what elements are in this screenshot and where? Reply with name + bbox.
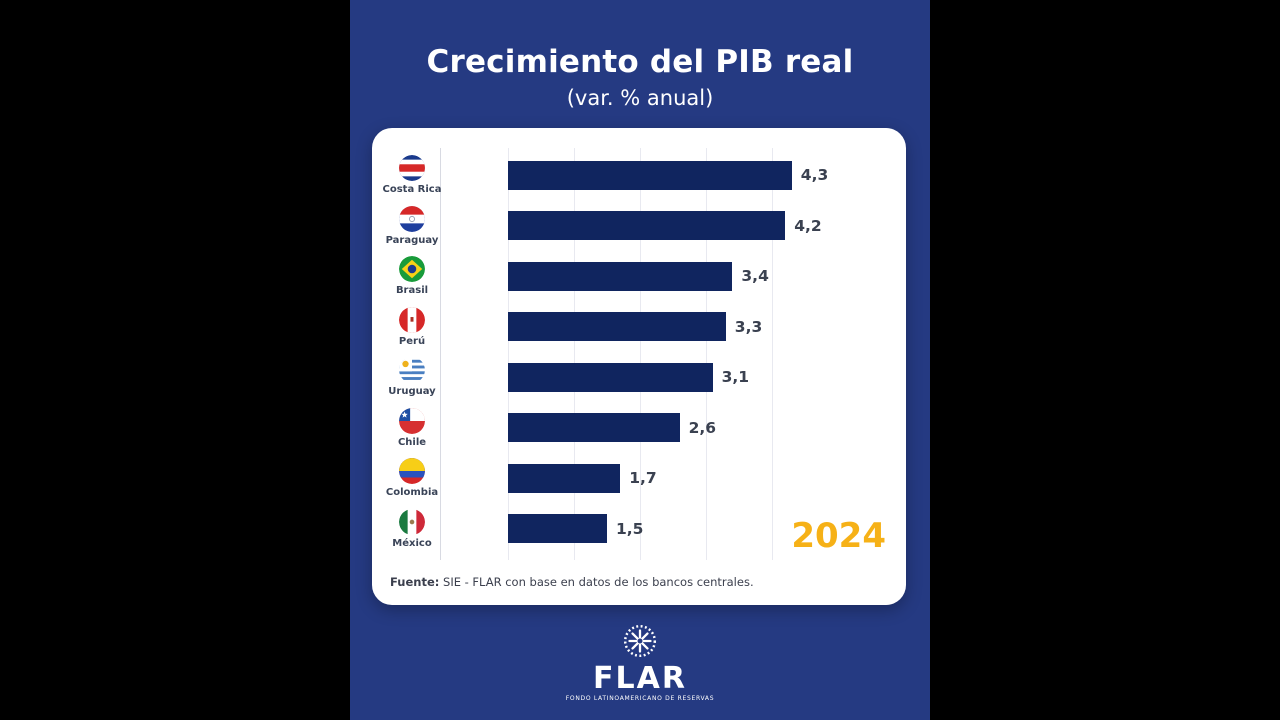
country-label: Brasil: [395, 285, 429, 297]
category-cell: Uruguay: [372, 352, 452, 403]
country-label: Colombia: [385, 487, 439, 499]
year-badge: 2024: [791, 516, 886, 556]
bar-value-label: 4,3: [800, 166, 829, 185]
bar-value-label: 3,1: [721, 368, 750, 387]
country-label: Costa Rica: [382, 184, 442, 196]
bar: [508, 261, 733, 291]
bar: [508, 514, 607, 544]
source-note: Fuente: SIE - FLAR con base en datos de …: [390, 575, 754, 589]
bar-value-label: 3,3: [734, 317, 763, 336]
bar: [508, 160, 792, 190]
flar-wreath-star-emblem-icon: [619, 620, 661, 666]
chart-title: Crecimiento del PIB real: [426, 44, 854, 80]
chart-row: Uruguay 3,1: [372, 352, 906, 403]
gridline: [772, 148, 773, 560]
chart-row: Costa Rica 4,3: [372, 150, 906, 201]
category-cell: Chile: [372, 403, 452, 454]
label-chart-divider-line: [440, 148, 441, 560]
source-label: Fuente:: [390, 575, 440, 589]
flag-paraguay-icon: [399, 205, 425, 232]
flag-costa-rica-icon: [399, 155, 425, 182]
flag-uruguay-icon: [399, 357, 425, 384]
bar-value-label: 2,6: [688, 418, 717, 437]
flag-mexico-icon: [399, 508, 425, 535]
category-cell: Perú: [372, 302, 452, 353]
chart-subtitle: (var. % anual): [566, 86, 714, 110]
chart-row: Perú 3,3: [372, 302, 906, 353]
chart-row: México 1,5: [372, 504, 906, 555]
bar: [508, 362, 713, 392]
chart-header: Crecimiento del PIB real (var. % anual): [350, 44, 930, 110]
category-cell: Costa Rica: [372, 150, 452, 201]
bar-value-label: 3,4: [741, 267, 769, 286]
chart-rows: Costa Rica 4,3 Paraguay 4,2 Brasil 3,4 Perú 3,3…: [372, 150, 906, 554]
flar-logo: FLAR FONDO LATINOAMERICANO DE RESERVAS: [350, 620, 930, 702]
bar: [508, 413, 680, 443]
country-label: Chile: [397, 436, 427, 448]
flar-logo-tagline: FONDO LATINOAMERICANO DE RESERVAS: [565, 695, 715, 702]
chart-row: Brasil 3,4: [372, 251, 906, 302]
chart-row: Chile 2,6: [372, 403, 906, 454]
gridline: [706, 148, 707, 560]
category-cell: México: [372, 504, 452, 555]
category-cell: Colombia: [372, 453, 452, 504]
infographic-panel: Crecimiento del PIB real (var. % anual) …: [350, 0, 930, 720]
bar: [508, 312, 726, 342]
flag-chile-icon: [399, 407, 425, 434]
flag-brasil-icon: [399, 256, 425, 283]
bar-value-label: 4,2: [794, 216, 822, 235]
country-label: Perú: [398, 335, 426, 347]
source-text: SIE - FLAR con base en datos de los banc…: [439, 575, 754, 589]
gridline: [574, 148, 575, 560]
flag-peru-icon: [399, 306, 425, 333]
bar: [508, 211, 786, 241]
gridline: [508, 148, 509, 560]
flag-colombia-icon: [399, 458, 425, 485]
category-cell: Brasil: [372, 251, 452, 302]
country-label: México: [392, 537, 432, 549]
category-cell: Paraguay: [372, 201, 452, 252]
country-label: Paraguay: [385, 234, 439, 246]
flar-logo-text: FLAR: [593, 661, 687, 696]
chart-card: Costa Rica 4,3 Paraguay 4,2 Brasil 3,4 Perú 3,3…: [372, 128, 906, 605]
chart-row: Paraguay 4,2: [372, 201, 906, 252]
country-label: Uruguay: [388, 386, 436, 398]
gridline: [640, 148, 641, 560]
bar-value-label: 1,7: [629, 469, 657, 488]
bar: [508, 463, 621, 493]
chart-row: Colombia 1,7: [372, 453, 906, 504]
bar-value-label: 1,5: [616, 519, 644, 538]
